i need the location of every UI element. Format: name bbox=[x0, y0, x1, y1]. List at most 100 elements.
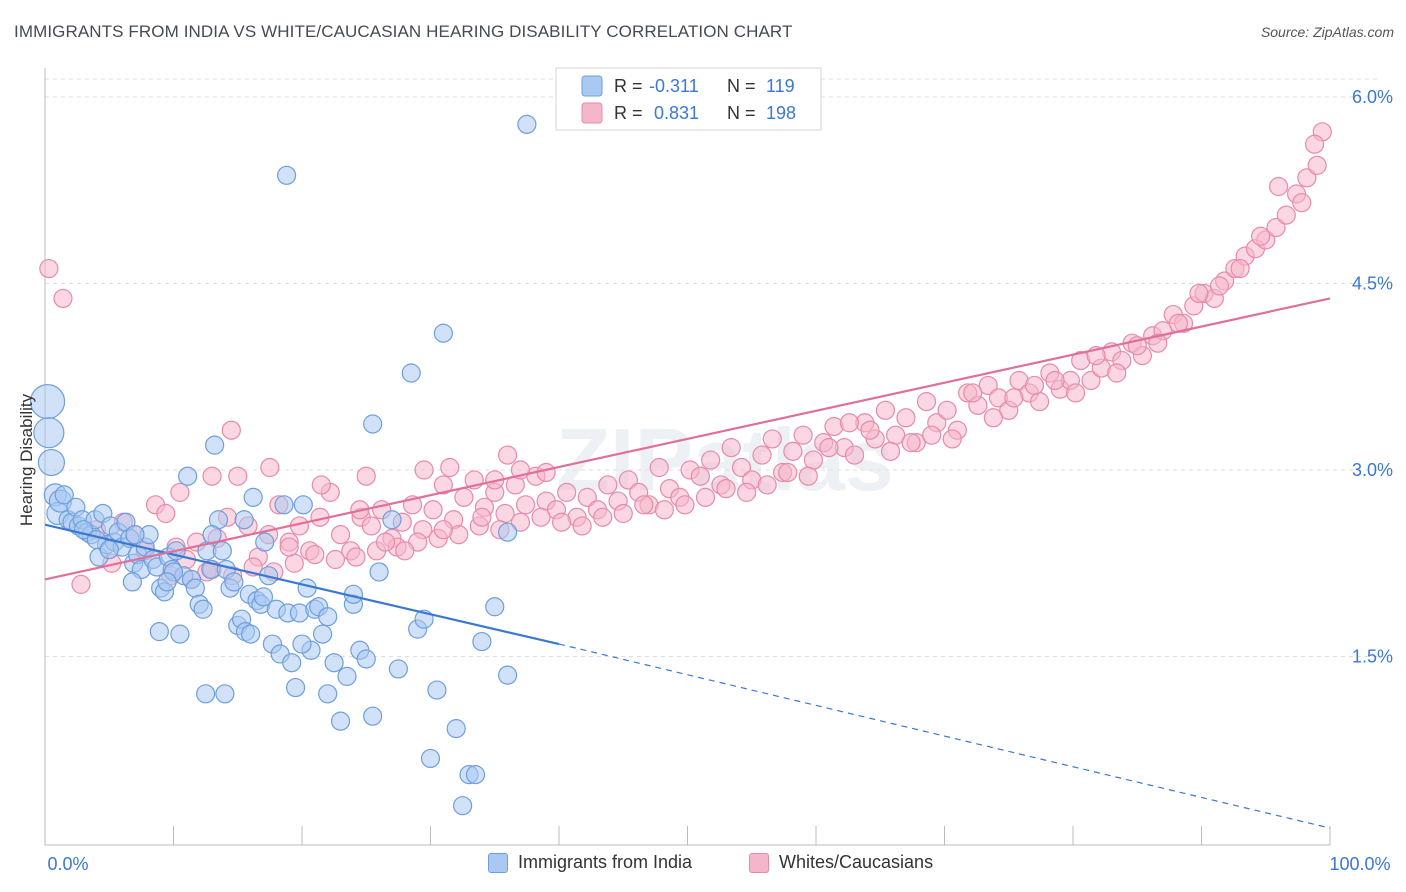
whites-caucasians-point bbox=[716, 479, 736, 499]
whites-caucasians-point bbox=[844, 445, 865, 465]
whites-caucasians-point bbox=[901, 433, 921, 453]
immigrants-from-india-point bbox=[446, 719, 466, 739]
whites-caucasians-point bbox=[284, 553, 304, 573]
legend-r-value-2: 0.831 bbox=[649, 103, 699, 123]
immigrants-from-india-point bbox=[212, 541, 232, 561]
legend-item-immigrants-from-india[interactable]: Immigrants from India bbox=[488, 852, 692, 873]
immigrants-from-india-point bbox=[318, 607, 338, 627]
whites-caucasians-point bbox=[937, 400, 957, 420]
whites-caucasians-point bbox=[557, 482, 577, 502]
immigrants-from-india-point bbox=[330, 711, 351, 731]
legend-item-whites-caucasians[interactable]: Whites/Caucasians bbox=[749, 852, 933, 873]
whites-caucasians-point bbox=[839, 413, 860, 433]
whites-caucasians-point bbox=[1292, 193, 1312, 213]
immigrants-from-india-point bbox=[427, 680, 447, 700]
immigrants-from-india-point bbox=[274, 495, 294, 515]
whites-caucasians-point bbox=[752, 445, 772, 465]
immigrants-from-india-point bbox=[337, 666, 357, 686]
whites-caucasians-point bbox=[221, 420, 241, 440]
chart-title: IMMIGRANTS FROM INDIA VS WHITE/CAUCASIAN… bbox=[14, 22, 793, 41]
immigrants-from-india-point bbox=[253, 587, 274, 607]
whites-caucasians-point bbox=[279, 537, 299, 557]
whites-caucasians-point bbox=[675, 495, 695, 515]
whites-caucasians-point bbox=[572, 516, 592, 536]
whites-caucasians-point bbox=[433, 520, 453, 540]
whites-caucasians-point bbox=[922, 425, 942, 445]
whites-caucasians-point bbox=[783, 441, 803, 461]
immigrants-from-india-point bbox=[388, 659, 408, 679]
immigrants-from-india-point bbox=[170, 624, 190, 644]
immigrants-from-india-point bbox=[37, 448, 66, 477]
whites-caucasians-point bbox=[577, 487, 597, 507]
immigrants-from-india-point bbox=[498, 665, 518, 685]
immigrants-from-india-point bbox=[205, 435, 225, 455]
legend-swatch-pink bbox=[581, 102, 603, 124]
immigrants-from-india-point bbox=[282, 653, 302, 673]
immigrants-from-india-point bbox=[241, 624, 261, 644]
whites-caucasians-point bbox=[798, 466, 818, 486]
whites-caucasians-point bbox=[330, 525, 351, 545]
whites-caucasians-point bbox=[170, 482, 190, 502]
whites-caucasians-point bbox=[793, 425, 813, 445]
whites-caucasians-point bbox=[1268, 176, 1289, 197]
whites-caucasians-point bbox=[346, 547, 366, 567]
immigrants-from-india-point bbox=[485, 597, 505, 617]
x-tick-label-min: 0.0% bbox=[47, 854, 88, 874]
whites-caucasians-point bbox=[963, 383, 983, 403]
whites-caucasians-point bbox=[896, 408, 916, 428]
immigrants-from-india-point bbox=[401, 363, 421, 383]
whites-caucasians-point bbox=[325, 549, 346, 570]
whites-caucasians-point bbox=[305, 544, 325, 565]
immigrants-from-india-point bbox=[369, 562, 389, 582]
whites-caucasians-point bbox=[649, 457, 669, 478]
whites-caucasians-point bbox=[1251, 226, 1271, 246]
immigrants-from-india-point bbox=[224, 572, 244, 592]
whites-caucasians-point bbox=[156, 503, 176, 524]
whites-caucasians-point bbox=[39, 258, 59, 279]
whites-caucasians-point bbox=[721, 438, 741, 458]
whites-caucasians-point bbox=[593, 507, 613, 527]
whites-caucasians-point bbox=[71, 574, 91, 594]
source-label: Source: ZipAtlas.com bbox=[1260, 24, 1394, 40]
whites-caucasians-point bbox=[356, 466, 376, 486]
whites-caucasians-point bbox=[778, 462, 798, 483]
series-immigrants-from-india bbox=[29, 114, 537, 816]
immigrants-from-india-point bbox=[312, 624, 333, 644]
whites-caucasians-point bbox=[1045, 370, 1065, 391]
immigrants-from-india-point bbox=[196, 684, 216, 704]
whites-caucasians-point bbox=[53, 288, 73, 309]
whites-caucasians-point bbox=[598, 475, 618, 495]
immigrants-from-india-point bbox=[178, 466, 198, 486]
whites-caucasians-point bbox=[819, 438, 839, 458]
whites-caucasians-point bbox=[228, 466, 248, 486]
whites-caucasians-point bbox=[433, 475, 453, 495]
trend-line-immigrants-from-india-extension bbox=[558, 643, 1331, 829]
immigrants-from-india-point bbox=[122, 572, 142, 592]
whites-caucasians-point bbox=[942, 429, 962, 449]
whites-caucasians-point bbox=[311, 475, 331, 495]
whites-caucasians-point bbox=[737, 482, 757, 502]
y-tick-label: 1.5% bbox=[1352, 647, 1393, 667]
whites-caucasians-point bbox=[414, 460, 434, 480]
trend-line-whites-caucasians bbox=[44, 297, 1331, 581]
labels-layer: Hearing Disability 0.0% 100.0% 1.5% 3.0% 4… bbox=[17, 87, 1393, 874]
y-axis-label: Hearing Disability bbox=[17, 393, 36, 526]
immigrants-from-india-point bbox=[356, 649, 376, 669]
whites-caucasians-point bbox=[454, 487, 474, 507]
whites-caucasians-point bbox=[1209, 276, 1230, 296]
immigrants-from-india-point bbox=[157, 572, 177, 592]
immigrants-from-india-point bbox=[193, 599, 213, 619]
whites-caucasians-point bbox=[731, 457, 752, 478]
whites-caucasians-point bbox=[440, 457, 460, 478]
y-tick-label: 4.5% bbox=[1352, 274, 1393, 294]
whites-caucasians-point bbox=[498, 445, 518, 465]
legend-swatch-blue bbox=[581, 75, 603, 97]
immigrants-from-india-point bbox=[54, 485, 74, 505]
immigrants-from-india-point bbox=[125, 525, 145, 545]
legend-n-label-1: N = bbox=[727, 76, 756, 96]
whites-caucasians-point bbox=[510, 512, 531, 532]
whites-caucasians-point bbox=[983, 408, 1003, 428]
whites-caucasians-point bbox=[803, 450, 824, 470]
whites-caucasians-point bbox=[880, 441, 901, 461]
legend-r-label-1: R = bbox=[614, 76, 643, 96]
